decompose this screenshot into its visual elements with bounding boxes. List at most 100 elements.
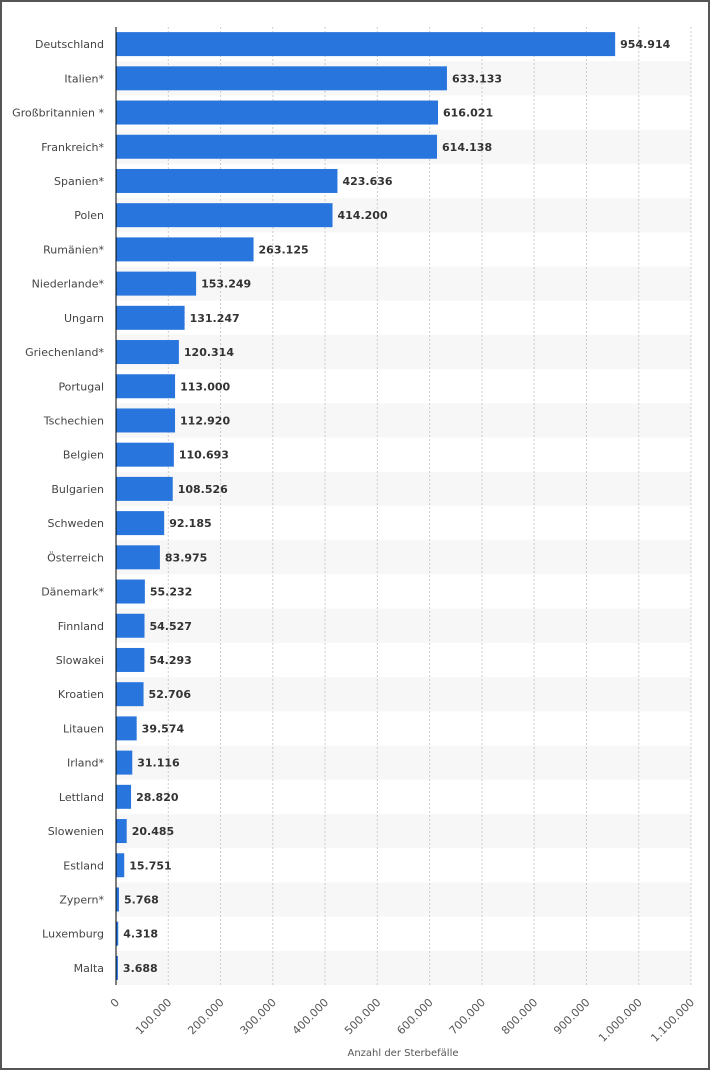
category-label: Griechenland* (25, 346, 104, 359)
data-label: 120.314 (184, 346, 234, 359)
data-label: 3.688 (123, 962, 158, 975)
data-label: 54.527 (150, 620, 192, 633)
x-axis-label: Anzahl der Sterbefälle (347, 1048, 458, 1059)
category-label: Slowakei (56, 654, 104, 667)
data-label: 5.768 (124, 893, 159, 906)
data-label: 414.200 (338, 209, 388, 222)
x-tick-label: 900.000 (551, 996, 592, 1037)
data-label: 616.021 (443, 107, 493, 120)
data-label: 633.133 (452, 72, 502, 85)
data-label: 4.318 (123, 928, 158, 941)
category-label: Zypern* (59, 893, 104, 906)
category-label: Spanien* (54, 175, 104, 188)
category-label: Lettland (59, 791, 104, 804)
bars: Deutschland 954.914 Italien* 633.133 Großbri… (12, 27, 671, 985)
data-label: 20.485 (132, 825, 174, 838)
category-label: Malta (74, 962, 104, 975)
category-label: Deutschland (35, 38, 104, 51)
data-label: 83.975 (165, 551, 207, 564)
x-tick-label: 700.000 (447, 996, 488, 1037)
bar (116, 203, 333, 228)
bar (116, 340, 179, 365)
category-label: Frankreich* (41, 141, 104, 154)
x-tick-label: 0 (108, 996, 122, 1010)
bar (116, 716, 137, 741)
x-tick-label: 600.000 (394, 996, 435, 1037)
row-band (116, 471, 691, 506)
data-label: 131.247 (190, 312, 240, 325)
data-label: 112.920 (180, 414, 230, 427)
data-label: 31.116 (137, 757, 180, 770)
category-label: Rumänien* (43, 243, 104, 256)
data-label: 263.125 (259, 243, 309, 256)
x-tick-label: 100.000 (133, 996, 174, 1037)
row-band (116, 677, 691, 712)
bar (116, 134, 438, 159)
category-label: Kroatien (58, 688, 104, 701)
category-label: Dänemark* (41, 586, 104, 599)
data-label: 423.636 (342, 175, 392, 188)
x-tick-label: 500.000 (342, 996, 383, 1037)
category-label: Litauen (63, 722, 104, 735)
row-band (116, 882, 691, 917)
bar (116, 305, 185, 330)
bar (116, 100, 439, 125)
category-label: Luxemburg (42, 928, 104, 941)
row-band (116, 813, 691, 849)
data-label: 954.914 (620, 38, 670, 51)
bar (116, 921, 119, 946)
row-band (116, 608, 691, 643)
category-label: Estland (63, 859, 104, 872)
category-label: Österreich (47, 551, 104, 564)
row-band (116, 745, 691, 780)
x-tick-label: 1.100.000 (648, 996, 697, 1045)
data-label: 153.249 (201, 278, 251, 291)
category-label: Italien* (64, 72, 104, 85)
bar (116, 819, 127, 844)
row-band (116, 334, 691, 370)
bar (116, 408, 176, 433)
category-label: Tschechien (43, 414, 104, 427)
bar (116, 374, 176, 399)
x-tick-label: 400.000 (290, 996, 331, 1037)
category-label: Niederlande* (32, 278, 105, 291)
data-label: 54.293 (149, 654, 191, 667)
row-band (116, 266, 691, 301)
data-label: 108.526 (178, 483, 228, 496)
bar (116, 784, 132, 809)
data-label: 39.574 (142, 722, 185, 735)
x-tick-label: 300.000 (238, 996, 279, 1037)
bar (116, 442, 174, 467)
category-label: Polen (74, 209, 104, 222)
category-label: Portugal (58, 380, 104, 393)
category-label: Ungarn (64, 312, 104, 325)
category-label: Großbritannien * (12, 107, 104, 120)
bar (116, 955, 118, 980)
category-label: Schweden (48, 517, 105, 530)
bar (116, 476, 173, 501)
data-label: 55.232 (150, 586, 192, 599)
data-label: 92.185 (169, 517, 211, 530)
category-label: Irland* (67, 757, 105, 770)
data-label: 52.706 (149, 688, 192, 701)
data-label: 15.751 (129, 859, 171, 872)
bar (116, 32, 616, 57)
x-tick-label: 800.000 (499, 996, 540, 1037)
x-axis-ticks: 0 100.000 200.000 300.000 400.000 500.000 600.… (108, 996, 697, 1045)
bar (116, 237, 254, 262)
bar (116, 613, 145, 638)
x-tick-label: 1.000.000 (596, 996, 645, 1045)
category-label: Belgien (63, 449, 104, 462)
x-tick-label: 200.000 (185, 996, 226, 1037)
category-label: Finnland (58, 620, 104, 633)
row-band (116, 540, 691, 575)
bar (116, 682, 144, 707)
bar (116, 887, 120, 912)
bar (116, 511, 165, 536)
category-label: Bulgarien (51, 483, 104, 496)
data-label: 614.138 (442, 141, 492, 154)
data-label: 110.693 (179, 449, 229, 462)
data-label: 28.820 (136, 791, 179, 804)
row-band (116, 403, 691, 438)
